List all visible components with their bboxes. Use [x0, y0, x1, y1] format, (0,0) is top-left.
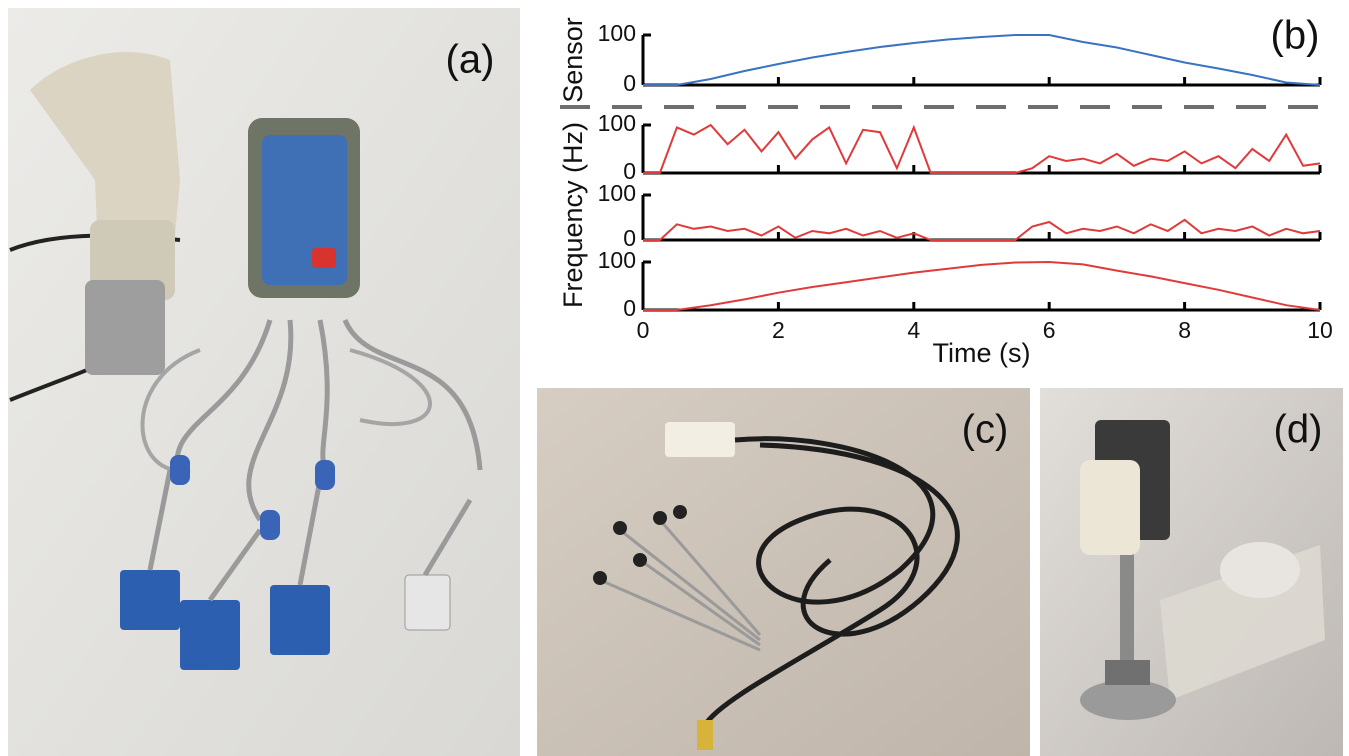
y-tick-label: 0: [623, 225, 636, 251]
y-tick-label: 100: [598, 180, 636, 206]
panel-label: (c): [962, 408, 1009, 452]
y-tick-label: 0: [623, 70, 636, 96]
x-axis-label: Time (s): [933, 338, 1031, 368]
x-tick-label: 4: [907, 317, 920, 343]
x-tick-label: 8: [1178, 317, 1191, 343]
x-tick-label: 10: [1307, 317, 1333, 343]
panel-label: (b): [1271, 14, 1320, 58]
y-tick-label: 100: [598, 247, 636, 273]
x-tick-label: 0: [637, 317, 650, 343]
y-axis-label: Sensor: [558, 17, 588, 103]
photo-c: [537, 388, 1030, 756]
y-tick-label: 0: [623, 158, 636, 184]
y-tick-label: 0: [623, 295, 636, 321]
photo-a: [8, 8, 520, 756]
panel-label: (a): [446, 38, 495, 82]
x-tick-label: 2: [772, 317, 785, 343]
photo-d: [1040, 388, 1343, 756]
panel-label: (d): [1274, 408, 1323, 452]
y-tick-label: 100: [598, 20, 636, 46]
data-line: [643, 123, 1321, 174]
data-line: [643, 34, 1321, 86]
y-axis-label: Frequency (Hz): [558, 122, 588, 308]
data-line: [643, 218, 1321, 241]
y-tick-label: 100: [598, 110, 636, 136]
data-line: [643, 260, 1321, 311]
x-tick-label: 6: [1043, 317, 1056, 343]
